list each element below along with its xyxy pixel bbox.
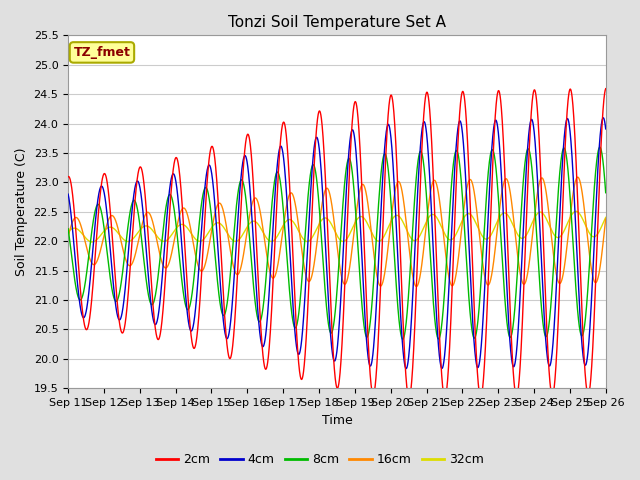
Y-axis label: Soil Temperature (C): Soil Temperature (C): [15, 147, 28, 276]
X-axis label: Time: Time: [321, 414, 352, 427]
Text: TZ_fmet: TZ_fmet: [74, 46, 131, 59]
Title: Tonzi Soil Temperature Set A: Tonzi Soil Temperature Set A: [228, 15, 446, 30]
Legend: 2cm, 4cm, 8cm, 16cm, 32cm: 2cm, 4cm, 8cm, 16cm, 32cm: [151, 448, 489, 471]
